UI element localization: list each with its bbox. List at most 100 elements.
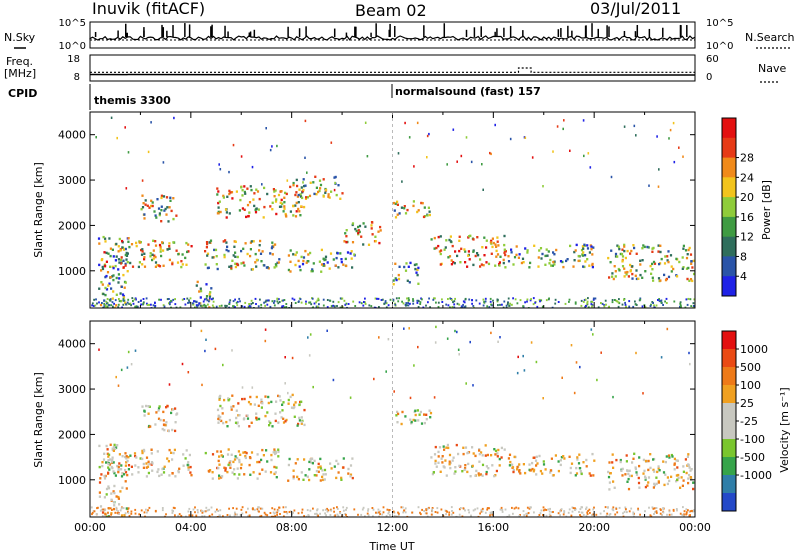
echo-cell — [393, 209, 396, 212]
echo-cell — [140, 253, 144, 256]
echo-cell — [124, 247, 127, 251]
ground-scatter-cell — [326, 510, 329, 513]
ground-scatter-cell — [344, 303, 347, 306]
ground-scatter-cell — [385, 302, 388, 305]
sparse-cell — [286, 179, 289, 182]
echo-cell — [408, 281, 411, 284]
ground-scatter-cell — [194, 506, 196, 509]
echo-cell — [319, 457, 322, 461]
echo-cell — [642, 244, 645, 247]
echo-cell — [623, 245, 626, 248]
echo-cell — [542, 460, 545, 463]
echo-cell — [447, 446, 450, 450]
ground-scatter-cell — [517, 507, 520, 510]
ground-scatter-cell — [115, 506, 118, 509]
echo-cell — [435, 465, 438, 468]
ground-scatter-cell — [587, 306, 590, 308]
echo-cell — [492, 241, 495, 245]
echo-cell — [516, 465, 519, 469]
echo-cell — [274, 243, 277, 246]
echo-cell — [529, 469, 532, 472]
echo-cell — [154, 214, 157, 217]
echo-cell — [195, 284, 198, 287]
echo-cell — [466, 265, 469, 268]
ground-scatter-cell — [330, 509, 333, 512]
echo-cell — [163, 465, 166, 468]
echo-cell — [168, 242, 171, 245]
ground-scatter-cell — [171, 511, 174, 514]
echo-cell — [254, 261, 257, 264]
ground-scatter-cell — [332, 300, 335, 303]
ground-scatter-cell — [107, 507, 110, 510]
echo-cell — [289, 249, 292, 252]
echo-cell — [464, 250, 467, 253]
echo-cell — [478, 460, 481, 463]
echo-cell — [327, 195, 330, 198]
ground-scatter-cell — [285, 506, 287, 509]
sparse-cell — [240, 155, 243, 158]
echo-cell — [224, 469, 227, 472]
echo-cell — [688, 246, 691, 250]
ground-scatter-cell — [574, 507, 576, 510]
echo-cell — [137, 466, 140, 469]
echo-cell — [117, 468, 120, 471]
echo-cell — [370, 227, 373, 230]
echo-cell — [330, 467, 333, 470]
echo-cell — [613, 486, 616, 489]
echo-cell — [634, 467, 637, 471]
ground-scatter-cell — [334, 514, 337, 517]
echo-cell — [537, 265, 540, 268]
echo-cell — [608, 276, 611, 279]
echo-cell — [641, 276, 644, 279]
echo-cell — [281, 403, 284, 406]
echo-cell — [250, 240, 253, 243]
station-title: Inuvik (fitACF) — [92, 0, 205, 18]
echo-cell — [438, 446, 442, 449]
echo-cell — [147, 243, 150, 246]
echo-cell — [263, 264, 266, 267]
ground-scatter-cell — [104, 508, 107, 511]
echo-cell — [267, 401, 270, 405]
sparse-cell — [232, 143, 235, 147]
x-tick-label: 00:00 — [679, 521, 711, 534]
sparse-cell — [497, 340, 499, 343]
echo-cell — [98, 263, 101, 267]
ground-scatter-cell — [324, 512, 326, 515]
echo-cell — [582, 461, 585, 464]
ground-scatter-cell — [628, 305, 631, 308]
echo-cell — [657, 467, 660, 470]
ground-scatter-cell — [424, 512, 427, 515]
ground-scatter-cell — [179, 306, 182, 308]
echo-cell — [116, 464, 119, 468]
echo-cell — [294, 193, 297, 197]
ground-scatter-cell — [470, 514, 472, 517]
echo-cell — [653, 482, 656, 486]
echo-cell — [239, 453, 242, 456]
ground-scatter-cell — [99, 509, 102, 512]
ground-scatter-cell — [650, 515, 653, 517]
echo-cell — [588, 251, 591, 254]
echo-cell — [485, 246, 488, 249]
ground-scatter-cell — [557, 301, 560, 303]
echo-cell — [520, 261, 523, 265]
echo-cell — [182, 464, 185, 467]
ground-scatter-cell — [147, 509, 149, 512]
echo-cell — [379, 225, 382, 229]
echo-cell — [163, 209, 166, 212]
echo-cell — [101, 265, 104, 269]
echo-cell — [206, 266, 209, 270]
echo-cell — [652, 486, 655, 489]
echo-cell — [544, 254, 547, 258]
ground-scatter-cell — [232, 507, 234, 510]
echo-cell — [301, 262, 305, 266]
ground-scatter-cell — [368, 304, 371, 307]
x-tick-label: 20:00 — [578, 521, 610, 534]
echo-cell — [575, 243, 578, 247]
echo-cell — [133, 452, 137, 455]
echo-cell — [277, 193, 281, 197]
echo-cell — [248, 211, 251, 214]
echo-cell — [542, 463, 546, 466]
echo-cell — [340, 478, 343, 481]
ground-scatter-cell — [102, 508, 104, 511]
